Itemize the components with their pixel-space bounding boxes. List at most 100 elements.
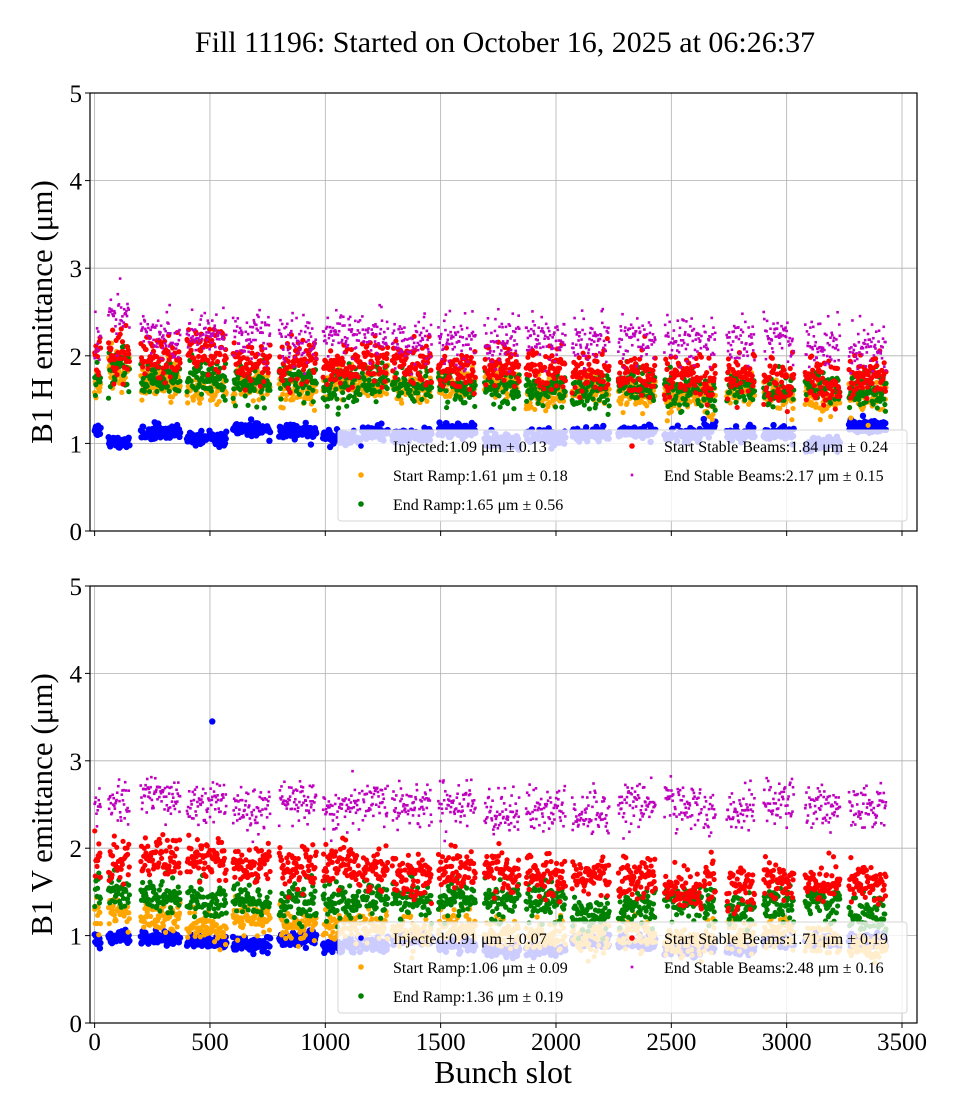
data-point xyxy=(357,339,361,342)
data-point xyxy=(213,324,217,328)
data-point xyxy=(204,334,208,337)
data-point xyxy=(709,416,715,423)
data-point xyxy=(120,381,126,387)
data-point xyxy=(815,377,821,383)
data-point xyxy=(581,402,587,408)
data-point xyxy=(429,384,435,391)
data-point xyxy=(342,315,345,319)
data-point xyxy=(690,370,696,376)
data-point xyxy=(813,401,819,407)
data-point xyxy=(462,400,468,406)
data-point xyxy=(320,374,326,380)
data-point xyxy=(704,410,710,416)
data-point xyxy=(457,383,463,390)
data-point xyxy=(189,339,192,343)
data-point xyxy=(592,384,598,390)
data-point xyxy=(298,332,301,336)
data-point xyxy=(209,335,212,338)
data-point xyxy=(156,319,160,323)
data-point xyxy=(222,397,228,403)
data-point xyxy=(184,389,190,395)
data-point xyxy=(257,383,263,389)
data-point xyxy=(354,346,358,349)
data-point xyxy=(119,306,123,309)
data-point xyxy=(171,341,174,345)
data-point xyxy=(692,382,698,388)
data-point xyxy=(817,417,823,423)
data-point xyxy=(492,383,498,389)
data-point xyxy=(468,354,474,361)
data-point xyxy=(214,358,221,365)
data-point xyxy=(569,390,575,396)
data-point xyxy=(126,358,133,365)
data-point xyxy=(540,403,546,409)
data-point xyxy=(790,405,796,412)
data-point xyxy=(323,334,327,338)
data-point xyxy=(305,361,309,364)
data-point xyxy=(585,379,591,385)
data-point xyxy=(371,331,375,335)
data-point xyxy=(562,389,568,395)
data-point xyxy=(882,401,888,408)
data-point xyxy=(600,372,606,379)
data-point xyxy=(222,306,225,310)
data-point xyxy=(358,319,362,322)
data-point xyxy=(398,390,405,396)
data-point xyxy=(234,329,238,333)
data-point xyxy=(376,352,380,356)
data-point xyxy=(154,364,161,370)
data-point xyxy=(424,379,430,386)
data-point xyxy=(146,322,149,326)
data-point xyxy=(679,408,685,415)
data-point xyxy=(166,331,170,335)
data-point xyxy=(647,394,653,400)
data-point xyxy=(246,338,249,342)
data-point xyxy=(369,349,373,352)
data-point xyxy=(846,404,853,411)
data-point xyxy=(126,442,133,449)
data-point xyxy=(330,334,334,337)
data-point xyxy=(606,376,612,382)
data-point xyxy=(837,393,843,399)
data-point xyxy=(579,388,585,394)
data-point xyxy=(215,313,218,316)
data-point xyxy=(280,405,286,411)
data-point xyxy=(295,385,301,391)
data-point xyxy=(310,399,316,405)
data-point xyxy=(197,400,203,406)
data-point xyxy=(296,339,300,343)
data-point xyxy=(751,388,758,394)
data-point xyxy=(348,323,352,327)
data-point xyxy=(784,374,790,380)
data-point xyxy=(423,373,429,379)
data-point xyxy=(310,327,314,330)
data-point xyxy=(552,404,559,410)
data-point xyxy=(545,394,551,400)
data-point xyxy=(864,395,870,401)
data-point xyxy=(114,372,120,378)
data-point xyxy=(635,369,641,376)
data-point xyxy=(281,355,285,358)
data-point xyxy=(333,376,339,382)
data-point xyxy=(640,411,646,417)
data-point xyxy=(348,315,352,319)
data-point xyxy=(384,336,387,339)
data-point xyxy=(334,396,340,402)
data-point xyxy=(874,362,880,369)
data-point xyxy=(232,403,239,409)
data-point xyxy=(211,334,215,337)
data-point xyxy=(326,355,330,358)
data-point xyxy=(749,373,755,379)
data-point xyxy=(163,342,167,345)
data-point xyxy=(344,403,350,409)
data-point xyxy=(393,367,397,370)
data-point xyxy=(216,369,222,375)
data-point xyxy=(374,322,377,326)
data-point xyxy=(175,364,181,371)
data-point xyxy=(242,393,248,399)
data-point xyxy=(358,331,361,335)
data-point xyxy=(672,400,678,406)
data-point xyxy=(739,389,745,395)
data-point xyxy=(369,352,375,358)
data-point xyxy=(706,355,712,361)
